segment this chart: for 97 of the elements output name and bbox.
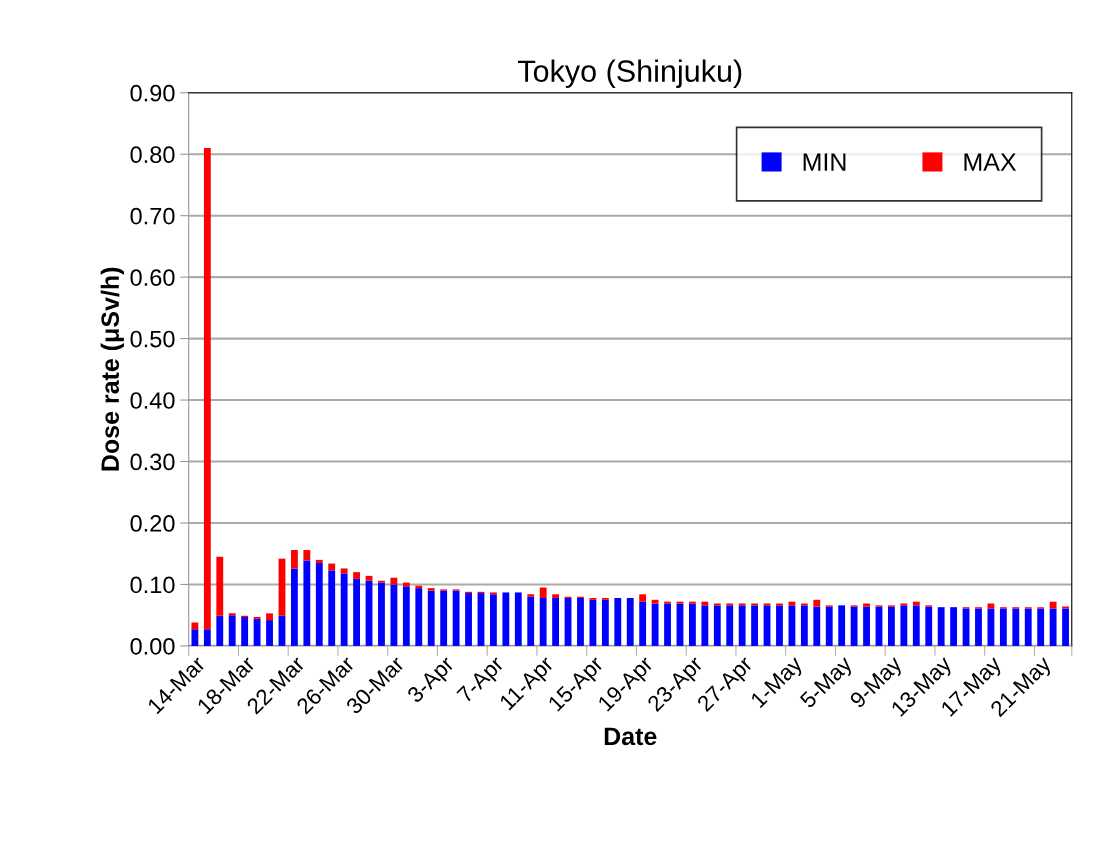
bar <box>1062 608 1069 646</box>
bar <box>813 599 821 607</box>
bar <box>937 607 945 646</box>
y-tick-label: 0.40 <box>130 392 175 409</box>
bar <box>415 588 423 646</box>
bar <box>290 568 298 646</box>
bar <box>651 603 659 646</box>
bar <box>850 606 858 646</box>
bar <box>514 592 522 646</box>
bar <box>340 573 348 646</box>
legend-label: MAX <box>964 153 1017 171</box>
bar <box>1049 608 1057 646</box>
bar <box>738 605 746 646</box>
bar <box>651 599 659 604</box>
y-tick-label: 0.90 <box>130 84 175 102</box>
bar <box>1024 608 1032 646</box>
bar <box>303 550 311 561</box>
bar <box>664 603 671 646</box>
bar <box>701 605 709 646</box>
y-tick-label: 0.50 <box>130 330 175 348</box>
bar <box>203 148 211 630</box>
bar <box>689 603 696 646</box>
bar <box>813 606 821 646</box>
y-tick-label: 0.70 <box>130 207 175 225</box>
bar <box>266 613 273 621</box>
bar <box>315 562 323 646</box>
bar <box>266 620 273 646</box>
bar <box>328 563 336 571</box>
bar <box>191 622 199 630</box>
bar <box>303 560 311 646</box>
bar <box>639 594 647 602</box>
bar <box>626 597 634 646</box>
bar <box>290 550 298 569</box>
y-tick-label: 0.30 <box>130 453 175 471</box>
bar <box>390 577 398 585</box>
bar <box>489 594 497 646</box>
bar <box>328 570 336 646</box>
bar <box>912 605 920 646</box>
bar <box>241 617 249 646</box>
bar <box>527 596 535 646</box>
bar <box>863 603 870 607</box>
bar <box>228 615 236 646</box>
bar <box>440 590 448 646</box>
bar <box>900 605 908 646</box>
bar <box>539 597 547 646</box>
bar <box>925 606 933 646</box>
bar <box>427 588 435 591</box>
bar <box>776 605 783 646</box>
bar <box>353 572 361 579</box>
bar <box>863 606 870 646</box>
bar <box>552 597 560 646</box>
bar <box>253 618 261 646</box>
bar <box>216 556 224 616</box>
bar <box>888 606 895 646</box>
bar <box>390 584 398 646</box>
bar <box>315 559 323 563</box>
bar <box>589 599 597 646</box>
bar <box>340 568 348 574</box>
bar <box>800 605 808 646</box>
bar <box>427 590 435 646</box>
bar <box>378 582 385 646</box>
bar <box>639 601 647 646</box>
bar <box>402 586 410 646</box>
bar <box>1012 608 1020 646</box>
bar <box>191 629 199 646</box>
bar <box>465 593 472 646</box>
y-tick-label: 0.00 <box>130 637 175 655</box>
bar <box>838 605 846 646</box>
x-axis-title: Date <box>604 727 657 746</box>
bar <box>788 605 796 646</box>
bar <box>614 597 622 646</box>
bar <box>713 605 721 646</box>
bar <box>552 594 560 598</box>
bar <box>353 578 361 646</box>
bar <box>825 606 833 646</box>
y-tick-label: 0.80 <box>130 146 175 164</box>
bar <box>203 629 211 646</box>
bar <box>577 597 584 646</box>
y-tick-label: 0.20 <box>130 515 175 532</box>
chart-title: Tokyo (Shinjuku) <box>517 59 742 88</box>
bar <box>601 599 609 646</box>
legend-label: MIN <box>803 153 846 171</box>
bar <box>1049 601 1057 609</box>
y-axis-title: Dose rate (μSv/h) <box>100 267 124 471</box>
bar <box>216 615 224 646</box>
y-tick-label: 0.10 <box>130 576 175 594</box>
bar <box>950 607 958 646</box>
bar <box>999 608 1007 646</box>
bar <box>539 587 547 598</box>
bar <box>726 605 734 646</box>
bar <box>527 594 535 597</box>
bar <box>502 592 510 646</box>
y-tick-label: 0.60 <box>130 269 175 286</box>
bar <box>452 590 460 646</box>
bar <box>1037 608 1045 646</box>
bar <box>975 608 982 646</box>
bar <box>751 605 759 646</box>
